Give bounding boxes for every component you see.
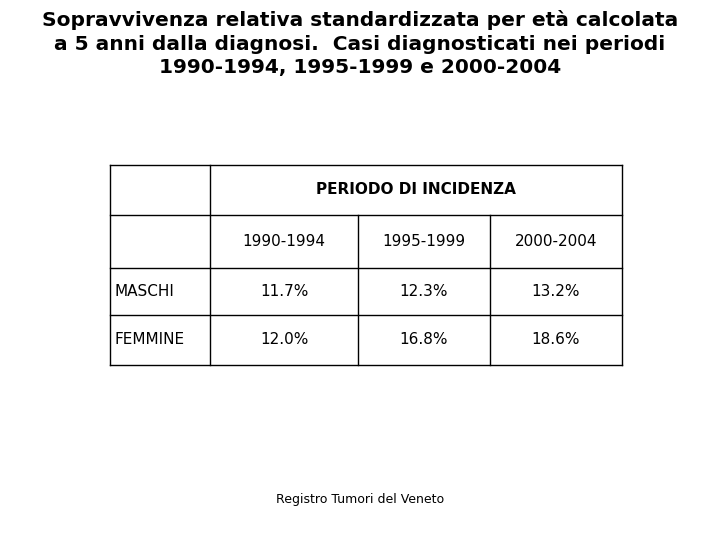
- Text: 2000-2004: 2000-2004: [515, 234, 598, 249]
- Text: MASCHI: MASCHI: [115, 284, 175, 299]
- Text: 18.6%: 18.6%: [532, 333, 580, 348]
- Text: 13.2%: 13.2%: [532, 284, 580, 299]
- Text: PERIODO DI INCIDENZA: PERIODO DI INCIDENZA: [316, 183, 516, 198]
- Text: 12.3%: 12.3%: [400, 284, 449, 299]
- Text: 1995-1999: 1995-1999: [382, 234, 466, 249]
- Text: 11.7%: 11.7%: [260, 284, 308, 299]
- Text: 12.0%: 12.0%: [260, 333, 308, 348]
- Text: Registro Tumori del Veneto: Registro Tumori del Veneto: [276, 494, 444, 507]
- Text: Sopravvivenza relativa standardizzata per età calcolata
a 5 anni dalla diagnosi.: Sopravvivenza relativa standardizzata pe…: [42, 10, 678, 77]
- Text: 16.8%: 16.8%: [400, 333, 449, 348]
- Text: FEMMINE: FEMMINE: [115, 333, 185, 348]
- Text: 1990-1994: 1990-1994: [243, 234, 325, 249]
